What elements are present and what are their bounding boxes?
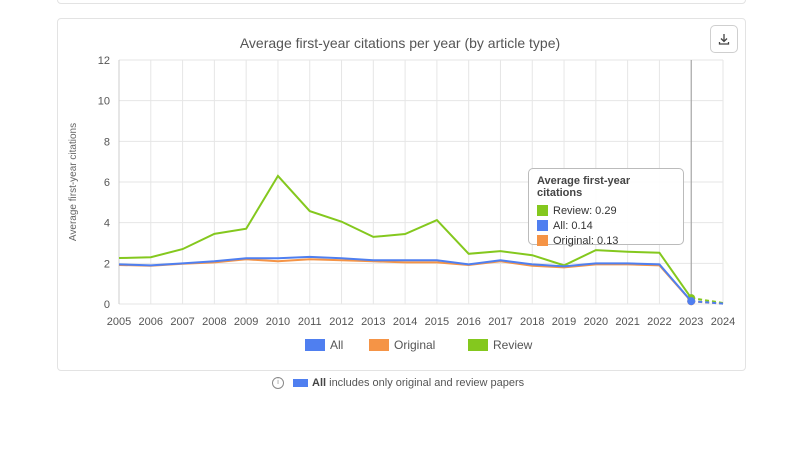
x-tick-label: 2022 <box>647 316 671 328</box>
data-point-all <box>687 297 696 306</box>
x-tick-label: 2021 <box>615 316 639 328</box>
tooltip-row-review: Review: 0.29 <box>537 203 675 218</box>
x-tick-label: 2018 <box>520 316 544 328</box>
x-tick-label: 2023 <box>679 316 703 328</box>
note-text: includes only original and review papers <box>326 377 525 389</box>
chart-title: Average first-year citations per year (b… <box>240 35 560 51</box>
x-tick-label: 2016 <box>456 316 480 328</box>
x-tick-label: 2009 <box>234 316 258 328</box>
x-tick-label: 2017 <box>488 316 512 328</box>
legend-item-review[interactable]: Review <box>493 338 533 352</box>
series-line-original <box>118 258 692 303</box>
series-line-all <box>118 255 692 302</box>
x-tick-label: 2015 <box>425 316 449 328</box>
x-tick-label: 2007 <box>170 316 194 328</box>
y-tick-label: 10 <box>98 96 110 108</box>
tooltip-row-all: All: 0.14 <box>537 218 675 233</box>
info-icon: i <box>272 377 284 389</box>
tooltip: Average first-year citations Review: 0.2… <box>528 168 684 248</box>
chart-card <box>57 18 746 371</box>
y-tick-label: 12 <box>98 55 110 67</box>
y-axis-label: Average first-year citations <box>68 123 79 241</box>
y-tick-label: 8 <box>104 136 110 148</box>
legend-item-original[interactable]: Original <box>394 338 435 352</box>
note-bold: All <box>312 377 327 389</box>
x-tick-label: 2013 <box>361 316 385 328</box>
series-dashed-all <box>691 300 724 305</box>
series-line-review <box>118 174 693 299</box>
x-tick-label: 2008 <box>202 316 226 328</box>
all-swatch <box>293 379 308 387</box>
x-tick-label: 2020 <box>584 316 608 328</box>
x-tick-label: 2014 <box>393 316 417 328</box>
legend-item-all[interactable]: All <box>330 338 343 352</box>
tooltip-title: Average first-year citations <box>537 175 631 199</box>
x-tick-label: 2005 <box>107 316 131 328</box>
x-tick-label: 2011 <box>298 316 322 328</box>
x-tick-label: 2024 <box>711 316 735 328</box>
download-button[interactable] <box>710 25 738 53</box>
series-dashed-review <box>691 297 724 304</box>
tooltip-row-original: Original: 0.13 <box>537 233 675 248</box>
x-tick-label: 2019 <box>552 316 576 328</box>
x-tick-label: 2012 <box>329 316 353 328</box>
legend-swatch-review <box>468 339 488 351</box>
y-tick-label: 2 <box>104 258 110 270</box>
legend-swatch-all <box>305 339 325 351</box>
legend-swatch-original <box>369 339 389 351</box>
y-tick-label: 6 <box>104 177 110 189</box>
y-tick-label: 0 <box>104 299 110 311</box>
download-icon <box>718 34 730 45</box>
footnote: i All includes only original and review … <box>272 377 524 389</box>
y-tick-label: 4 <box>104 218 110 230</box>
x-tick-label: 2006 <box>139 316 163 328</box>
x-tick-label: 2010 <box>266 316 290 328</box>
